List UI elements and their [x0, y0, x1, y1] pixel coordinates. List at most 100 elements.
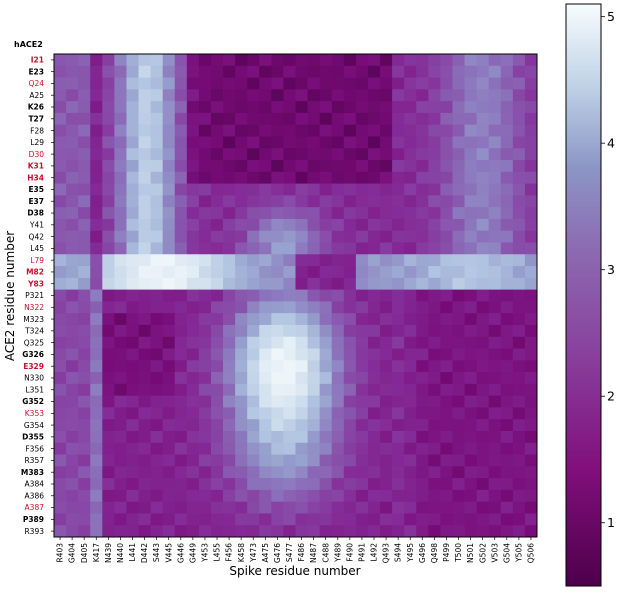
- heatmap-cell: [476, 242, 490, 255]
- heatmap-cell: [259, 360, 272, 373]
- heatmap-cell: [355, 112, 369, 126]
- heatmap-cell: [428, 230, 441, 243]
- heatmap-cell: [114, 148, 127, 161]
- heatmap-cell: [295, 324, 308, 338]
- heatmap-cell: [247, 324, 260, 338]
- heatmap-cell: [114, 525, 127, 538]
- heatmap-cell: [114, 419, 127, 432]
- heatmap-cell: [404, 101, 417, 114]
- heatmap-cell: [428, 195, 441, 208]
- heatmap-cell: [66, 501, 79, 514]
- heatmap-cell: [380, 301, 393, 314]
- heatmap-cell: [174, 77, 188, 90]
- heatmap-cell: [235, 65, 248, 78]
- heatmap-cell: [150, 313, 164, 326]
- heatmap-cell: [114, 301, 127, 314]
- heatmap-cell: [331, 148, 345, 161]
- heatmap-cell: [331, 478, 345, 491]
- heatmap-cell: [464, 442, 478, 455]
- heatmap-cell: [476, 266, 490, 279]
- x-tick-label: D405: [80, 543, 89, 563]
- heatmap-cell: [102, 65, 115, 78]
- heatmap-cell: [319, 242, 333, 255]
- heatmap-cell: [307, 525, 321, 538]
- heatmap-cell: [416, 324, 429, 338]
- heatmap-cell: [90, 383, 103, 397]
- heatmap-cell: [102, 183, 115, 196]
- heatmap-cell: [174, 360, 188, 373]
- heatmap-cell: [126, 230, 139, 243]
- heatmap-cell: [488, 525, 502, 538]
- heatmap-cell: [428, 478, 441, 491]
- heatmap-cell: [500, 65, 514, 78]
- heatmap-cell: [440, 242, 453, 255]
- heatmap-cell: [392, 207, 405, 220]
- heatmap-cell: [416, 89, 429, 102]
- heatmap-cell: [331, 324, 345, 338]
- heatmap-cell: [114, 160, 127, 173]
- heatmap-cell: [235, 513, 248, 526]
- heatmap-cell: [295, 454, 308, 467]
- heatmap-cell: [524, 301, 538, 314]
- heatmap-cell: [210, 407, 224, 420]
- heatmap-cell: [66, 183, 79, 196]
- heatmap-cell: [428, 65, 441, 78]
- heatmap-cell: [488, 54, 502, 67]
- heatmap-cell: [500, 218, 514, 232]
- heatmap-cell: [198, 419, 212, 432]
- heatmap-cell: [476, 395, 490, 408]
- heatmap-cell: [295, 430, 308, 444]
- heatmap-cell: [295, 266, 308, 279]
- heatmap-cell: [428, 54, 441, 67]
- colorbar-tick-label: 1: [607, 515, 615, 530]
- heatmap-cell: [247, 301, 260, 314]
- heatmap-cell: [512, 513, 526, 526]
- heatmap-cell: [150, 513, 164, 526]
- heatmap-cell: [440, 101, 453, 114]
- heatmap-cell: [90, 419, 103, 432]
- heatmap-cell: [162, 360, 176, 373]
- heatmap-cell: [114, 466, 127, 479]
- heatmap-cell: [223, 65, 236, 78]
- heatmap-cell: [186, 136, 200, 149]
- y-tick-label: R357: [24, 456, 44, 465]
- heatmap-cell: [259, 148, 272, 161]
- heatmap-cell: [355, 383, 369, 397]
- heatmap-cell: [464, 277, 478, 291]
- heatmap-cell: [488, 372, 502, 385]
- heatmap-cell: [355, 489, 369, 503]
- heatmap-cell: [271, 148, 284, 161]
- heatmap-cell: [235, 218, 248, 232]
- heatmap-cell: [404, 230, 417, 243]
- x-tick-label: Y453: [201, 543, 210, 563]
- heatmap-cell: [174, 65, 188, 78]
- heatmap-cell: [428, 348, 441, 361]
- heatmap-cell: [150, 277, 164, 291]
- heatmap-cell: [210, 254, 224, 267]
- heatmap-cell: [138, 148, 151, 161]
- heatmap-cell: [271, 336, 284, 349]
- heatmap-cell: [367, 277, 381, 291]
- heatmap-cell: [138, 160, 151, 173]
- heatmap-cell: [331, 242, 345, 255]
- heatmap-cell: [283, 65, 296, 78]
- heatmap-cell: [283, 171, 296, 184]
- heatmap-cell: [331, 207, 345, 220]
- heatmap-cell: [138, 242, 151, 255]
- heatmap-cell: [247, 383, 260, 397]
- heatmap-cell: [380, 160, 393, 173]
- heatmap-cell: [162, 65, 176, 78]
- heatmap-cell: [295, 313, 308, 326]
- heatmap-cell: [500, 525, 514, 538]
- heatmap-cell: [54, 183, 67, 196]
- heatmap-cell: [512, 442, 526, 455]
- heatmap-cell: [210, 289, 224, 302]
- heatmap-cell: [524, 160, 538, 173]
- heatmap-cell: [488, 195, 502, 208]
- heatmap-cell: [524, 54, 538, 67]
- heatmap-cell: [174, 525, 188, 538]
- heatmap-cell: [404, 501, 417, 514]
- heatmap-cell: [367, 419, 381, 432]
- heatmap-cell: [404, 324, 417, 338]
- heatmap-cell: [283, 89, 296, 102]
